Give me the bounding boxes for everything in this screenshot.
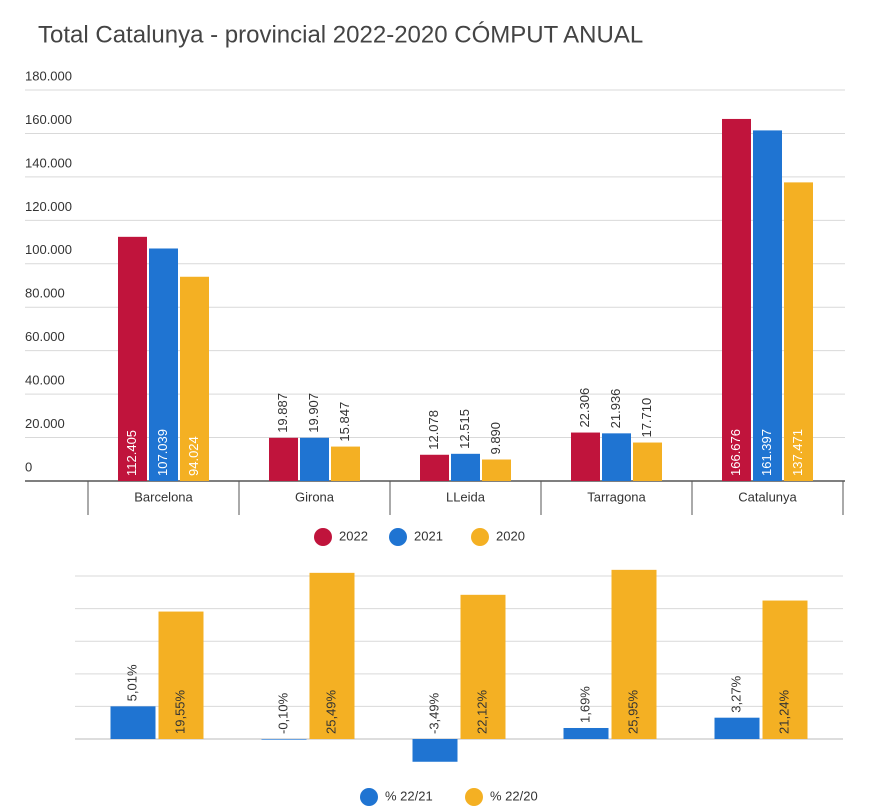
y-tick-label: 80.000 [25,286,65,301]
x-tick-label: LLeida [446,489,486,504]
value-label: 166.676 [728,429,743,476]
bar [571,432,600,481]
legend-marker [314,528,332,546]
value-label: 5,01% [124,664,139,701]
value-label: 161.397 [759,429,774,476]
value-label: 3,27% [728,675,743,712]
bar [261,739,307,740]
bar [722,118,751,481]
bar [309,572,355,740]
value-label: 19,55% [172,689,187,734]
value-label: 12.078 [426,410,441,450]
value-label: 1,69% [577,686,592,723]
bar [158,611,204,740]
value-label: 25,49% [323,689,338,734]
bar [602,433,631,481]
bar [180,276,209,481]
bar [451,453,480,481]
chart-title: Total Catalunya - provincial 2022-2020 C… [38,21,643,48]
x-tick-label: Catalunya [738,489,797,504]
value-label: 25,95% [625,689,640,734]
value-label: -3,49% [426,692,441,734]
y-tick-label: 180.000 [25,68,72,83]
y-tick-label: 100.000 [25,242,72,257]
legend-label: 2020 [496,528,525,543]
x-tick-label: Girona [295,489,335,504]
value-label: 19.887 [275,393,290,433]
legend-marker [471,528,489,546]
value-label: 22.306 [577,388,592,428]
bar [563,727,609,740]
value-label: 22,12% [474,689,489,734]
value-label: 107.039 [155,429,170,476]
legend-label: 2022 [339,528,368,543]
y-tick-label: 120.000 [25,199,72,214]
bar [482,459,511,481]
value-label: 21,24% [776,689,791,734]
y-tick-label: 40.000 [25,373,65,388]
legend-marker [360,788,378,806]
bar [633,442,662,481]
bar [753,130,782,481]
bar [149,248,178,481]
bar [420,454,449,481]
value-label: 9.890 [488,422,503,455]
y-tick-label: 0 [25,459,32,474]
value-label: 12.515 [457,409,472,449]
value-label: 21.936 [608,389,623,429]
value-label: 94.024 [186,436,201,476]
legend-marker [389,528,407,546]
value-label: 112.405 [124,430,139,476]
legend-label: 2021 [414,528,443,543]
bar [110,706,156,740]
bar [611,569,657,740]
y-tick-label: 160.000 [25,112,72,127]
bar [412,739,458,762]
legend-label: % 22/21 [385,788,433,803]
bar [460,594,506,740]
value-label: 17.710 [639,398,654,438]
bar [331,446,360,481]
value-label: 137.471 [790,429,805,476]
bar [762,600,808,740]
y-tick-label: 140.000 [25,155,72,170]
bar [784,182,813,481]
value-label: 15.847 [337,402,352,442]
x-tick-label: Tarragona [587,489,646,504]
value-label: -0,10% [275,692,290,734]
y-tick-label: 60.000 [25,329,65,344]
bar [300,437,329,481]
y-tick-label: 20.000 [25,416,65,431]
bar [269,437,298,481]
value-label: 19.907 [306,393,321,433]
x-tick-label: Barcelona [134,489,193,504]
bar [118,236,147,481]
legend-marker [465,788,483,806]
bar [714,717,760,740]
legend-label: % 22/20 [490,788,538,803]
